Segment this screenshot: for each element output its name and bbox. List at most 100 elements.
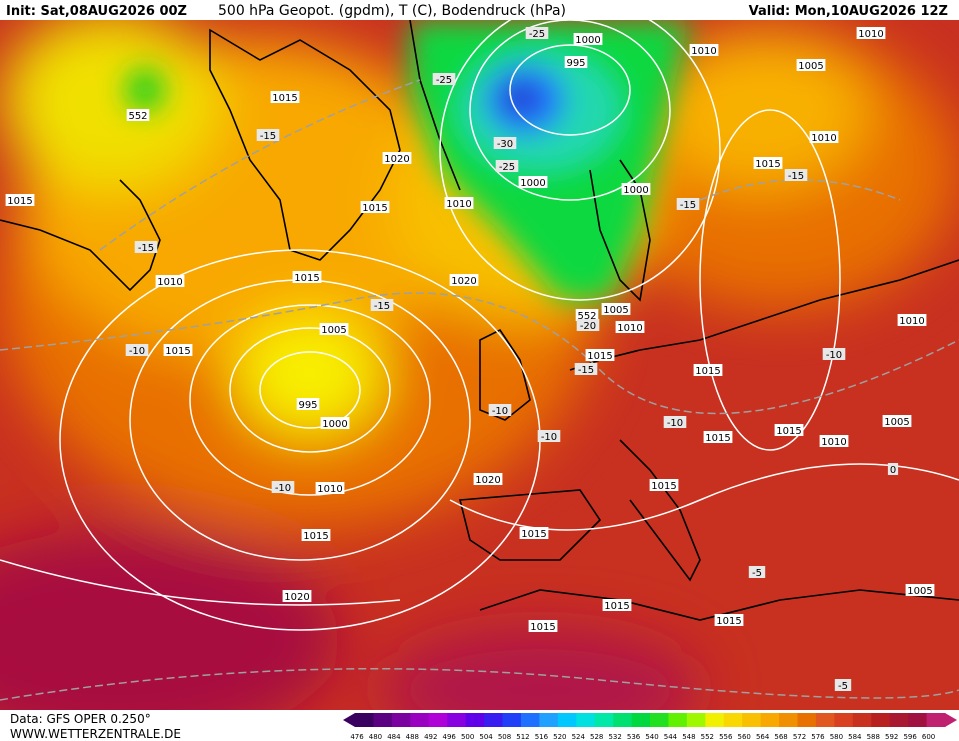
colorbar-cell	[760, 713, 780, 727]
isobar-label: 1010	[899, 316, 924, 327]
isobar-label-box	[575, 309, 599, 321]
isobar-label: 1015	[530, 622, 555, 633]
colorbar-cell	[447, 713, 467, 727]
colorbar-label: 524	[572, 733, 586, 741]
isobar-label-box	[319, 323, 349, 335]
temperature-label: -15	[374, 301, 390, 312]
isobar-label-box	[615, 321, 645, 333]
isobar-label: 1015	[294, 273, 319, 284]
temperature-label: 0	[890, 465, 896, 476]
temperature-label-box	[748, 566, 766, 578]
isobar-label-box	[573, 33, 603, 45]
temperature-label-box	[663, 416, 687, 428]
isobar-label: 1010	[811, 133, 836, 144]
temperature-label: -15	[260, 131, 276, 142]
isobar-label-box	[296, 398, 320, 410]
colorbar-label: 508	[498, 733, 511, 741]
isobar-label-box	[897, 314, 927, 326]
map-title: 500 hPa Geopot. (gpdm), T (C), Bodendruc…	[218, 3, 566, 19]
isobar-label: 1015	[165, 346, 190, 357]
isobar-label-box	[564, 56, 588, 68]
colorbar-label: 488	[406, 733, 419, 741]
isobar-label: 1005	[603, 305, 628, 316]
isobar-label: 1005	[907, 586, 932, 597]
isobar-label-box	[382, 152, 412, 164]
temperature-label: -15	[788, 171, 804, 182]
temperature-label: -5	[752, 568, 762, 579]
colorbar-label: 512	[516, 733, 529, 741]
colorbar-label: 584	[848, 733, 862, 741]
isobar-label: 1010	[858, 29, 883, 40]
colorbar-cell	[557, 713, 577, 727]
colorbar-arrow	[945, 713, 957, 727]
temperature-label: -10	[541, 432, 557, 443]
temperature-label: -10	[492, 406, 508, 417]
colorbar-cell	[686, 713, 706, 727]
isobar-label-box	[292, 271, 322, 283]
isobar-label-box	[621, 183, 651, 195]
colorbar-label: 520	[553, 733, 566, 741]
temperature-label-box	[525, 27, 549, 39]
isobar-label: 1005	[321, 325, 346, 336]
isobar-label: 1010	[821, 437, 846, 448]
colorbar-label: 600	[922, 733, 935, 741]
colorbar-label: 580	[830, 733, 843, 741]
isobar-label: 1015	[303, 531, 328, 542]
temperature-label-box	[887, 463, 899, 475]
isobar-label-box	[360, 201, 390, 213]
colorbar-cell	[926, 713, 946, 727]
isobar-label: 995	[566, 58, 585, 69]
colorbar-label: 536	[627, 733, 641, 741]
isobar-label-box	[753, 157, 783, 169]
colorbar-cell	[834, 713, 854, 727]
isobar-label-box	[301, 529, 331, 541]
isobar-label: 1000	[322, 419, 347, 430]
isobar-label-box	[449, 274, 479, 286]
temperature-label-box	[134, 241, 158, 253]
temperature-label-box	[784, 169, 808, 181]
colorbar-cell	[410, 713, 430, 727]
temperature-label-box	[432, 73, 456, 85]
isobar-label-box	[155, 275, 185, 287]
isobar-label-box	[693, 364, 723, 376]
colorbar-label: 544	[664, 733, 678, 741]
isobar-label-box	[519, 527, 549, 539]
site-name: WWW.WETTERZENTRALE.DE	[10, 727, 181, 741]
temperature-label: -20	[580, 321, 596, 332]
colorbar-cell	[594, 713, 614, 727]
colorbar-label: 560	[738, 733, 751, 741]
temperature-label: -30	[497, 139, 513, 150]
temperature-label-box	[537, 430, 561, 442]
colorbar-label: 572	[793, 733, 806, 741]
colorbar-cell	[391, 713, 411, 727]
isobar-label-box	[320, 417, 350, 429]
isobar-label-box	[809, 131, 839, 143]
temperature-label-box	[495, 160, 519, 172]
colorbar-cell	[742, 713, 762, 727]
isobar-label-box	[270, 91, 300, 103]
isobar-label: 1015	[272, 93, 297, 104]
colorbar-cell	[705, 713, 725, 727]
colorbar-label: 552	[701, 733, 714, 741]
isobar-label-box	[444, 197, 474, 209]
isobar-label-box	[601, 303, 631, 315]
isobar-label: 1015	[604, 601, 629, 612]
colorbar-label: 588	[867, 733, 880, 741]
colorbar-label: 568	[774, 733, 787, 741]
isobar-label: 1015	[7, 196, 32, 207]
temperature-label-box	[370, 299, 394, 311]
isobar-label: 1000	[520, 178, 545, 189]
isobar-label: 1010	[446, 199, 471, 210]
isobar-label: 1000	[575, 35, 600, 46]
isobar-label: 1010	[317, 484, 342, 495]
colorbar-label: 480	[369, 733, 382, 741]
colorbar-label: 484	[387, 733, 401, 741]
isobar-label-box	[473, 473, 503, 485]
header-bar	[0, 0, 959, 20]
isobar-label-box	[5, 194, 35, 206]
colorbar-cell	[723, 713, 743, 727]
isobar-label: 1015	[587, 351, 612, 362]
temperature-label: -5	[838, 681, 848, 692]
